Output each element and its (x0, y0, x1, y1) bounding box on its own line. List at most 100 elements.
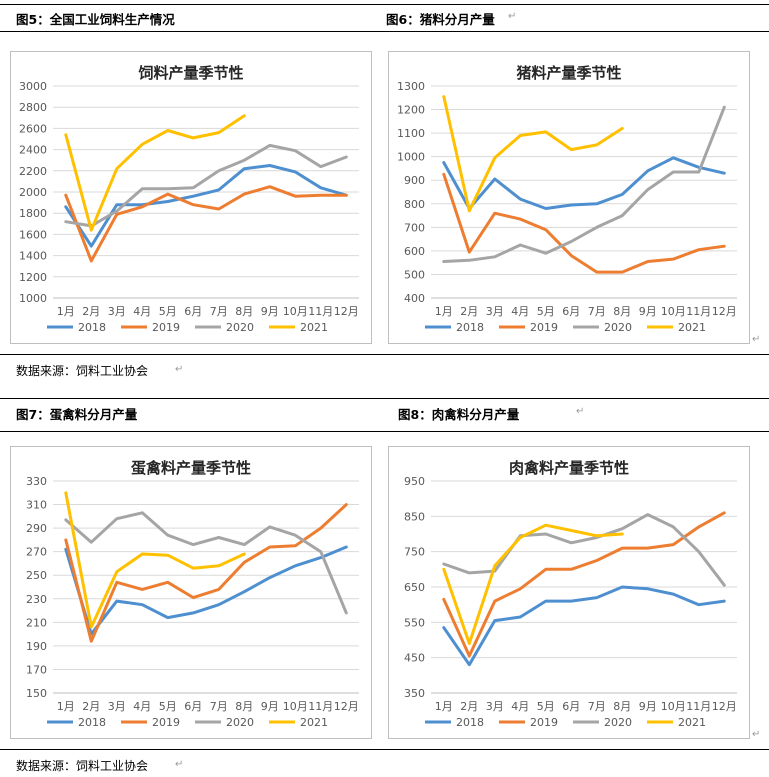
series-line-2019 (442, 172, 726, 274)
x-tick-label: 1月 (57, 700, 75, 713)
figure-caption-5: 图5：全国工业饲料生产情况 (16, 12, 175, 27)
x-tick-label: 3月 (108, 305, 126, 318)
x-tick-label: 4月 (133, 305, 151, 318)
x-tick-label: 11月 (308, 700, 333, 713)
legend-label-2018: 2018 (456, 321, 484, 334)
top-rule (0, 4, 769, 5)
x-tick-label: 5月 (159, 700, 177, 713)
y-tick-label: 700 (404, 221, 425, 234)
x-tick-label: 8月 (613, 700, 631, 713)
data-source-note: 数据来源：饲料工业协会 (16, 364, 149, 378)
x-tick-label: 6月 (562, 305, 580, 318)
chart-pig-feed: 猪料产量季节性 400 500 600 700 800 900 1000 1100 1200 130… (388, 51, 750, 344)
x-tick-label: 1月 (435, 700, 453, 713)
y-tick-label: 650 (404, 581, 425, 594)
x-tick-label: 5月 (537, 700, 555, 713)
data-source-note: 数据来源：饲料工业协会 (16, 759, 149, 773)
x-tick-label: 2月 (460, 700, 478, 713)
y-tick-label: 850 (404, 510, 425, 523)
x-tick-label: 6月 (184, 305, 202, 318)
y-tick-label: 1400 (19, 250, 47, 263)
y-tick-label: 330 (26, 475, 47, 488)
x-tick-label: 9月 (639, 305, 657, 318)
x-tick-label: 10月 (661, 305, 686, 318)
x-tick-label: 10月 (283, 700, 308, 713)
y-tick-label: 250 (26, 569, 47, 582)
y-tick-label: 1000 (397, 151, 425, 164)
figure-caption-7: 图7：蛋禽料分月产量 (16, 407, 138, 422)
x-tick-label: 5月 (159, 305, 177, 318)
y-tick-label: 230 (26, 593, 47, 606)
legend-label-2019: 2019 (152, 321, 180, 334)
x-tick-label: 4月 (511, 305, 529, 318)
series-line-2018 (64, 545, 348, 636)
series-line-2020 (64, 511, 348, 615)
chart-0-svg: 饲料产量季节性 1000 1200 1400 1600 1800 2000 2200 2400 2… (19, 64, 359, 334)
x-tick-label: 2月 (82, 700, 100, 713)
y-tick-label: 400 (404, 292, 425, 305)
y-tick-label: 310 (26, 499, 47, 512)
series-line-2018 (442, 156, 726, 210)
chart-broiler-feed: 肉禽料产量季节性 350 450 550 650 750 850 950 1月 2月 3月 4月 5月 6… (388, 446, 750, 739)
x-tick-label: 11月 (308, 305, 333, 318)
y-tick-label: 800 (404, 198, 425, 211)
series-line-2020 (442, 513, 726, 587)
legend-label-2020: 2020 (226, 716, 254, 729)
x-tick-label: 2月 (460, 305, 478, 318)
legend-label-2020: 2020 (604, 716, 632, 729)
x-tick-label: 3月 (486, 305, 504, 318)
series-line-2019 (442, 511, 726, 658)
x-tick-label: 8月 (613, 305, 631, 318)
legend-label-2021: 2021 (678, 716, 706, 729)
y-tick-label: 290 (26, 522, 47, 535)
y-tick-label: 1200 (397, 104, 425, 117)
source-rule (0, 354, 769, 355)
x-tick-label: 4月 (511, 700, 529, 713)
x-tick-label: 5月 (537, 305, 555, 318)
series-line-2018 (442, 585, 726, 667)
y-tick-label: 950 (404, 475, 425, 488)
x-tick-label: 1月 (435, 305, 453, 318)
paragraph-mark-icon: ↵ (752, 729, 761, 740)
x-tick-label: 11月 (686, 700, 711, 713)
y-tick-label: 190 (26, 640, 47, 653)
x-tick-label: 12月 (334, 700, 359, 713)
y-tick-label: 270 (26, 546, 47, 559)
series-line-2018 (64, 164, 348, 248)
x-tick-label: 6月 (184, 700, 202, 713)
series-line-2019 (64, 185, 348, 263)
legend-label-2021: 2021 (678, 321, 706, 334)
y-tick-label: 550 (404, 616, 425, 629)
x-tick-label: 7月 (210, 700, 228, 713)
series-line-2020 (64, 143, 348, 228)
y-tick-label: 2400 (19, 144, 47, 157)
y-tick-label: 1600 (19, 228, 47, 241)
legend-label-2021: 2021 (300, 716, 328, 729)
y-tick-label: 1800 (19, 207, 47, 220)
chart-feed-output: 饲料产量季节性 1000 1200 1400 1600 1800 2000 2200 2400 2… (10, 51, 372, 344)
chart-title: 蛋禽料产量季节性 (131, 459, 251, 477)
x-tick-label: 7月 (210, 305, 228, 318)
y-tick-label: 1000 (19, 292, 47, 305)
x-tick-label: 2月 (82, 305, 100, 318)
y-tick-label: 2600 (19, 122, 47, 135)
top-rule (0, 398, 769, 399)
series-line-2021 (442, 95, 624, 213)
chart-2-svg: 蛋禽料产量季节性 150 170 190 210 230 250 270 290 310 330 1月… (26, 459, 359, 729)
x-tick-label: 11月 (686, 305, 711, 318)
caption-rule (0, 431, 769, 432)
y-tick-label: 2000 (19, 186, 47, 199)
x-tick-label: 12月 (334, 305, 359, 318)
chart-layer-feed: 蛋禽料产量季节性 150 170 190 210 230 250 270 290 310 330 1月… (10, 446, 372, 739)
y-tick-label: 170 (26, 663, 47, 676)
chart-title: 猪料产量季节性 (515, 64, 621, 82)
legend-label-2019: 2019 (530, 321, 558, 334)
chart-3-svg: 肉禽料产量季节性 350 450 550 650 750 850 950 1月 2月 3月 4月 5月 6… (404, 459, 737, 729)
series-line-2021 (442, 523, 624, 645)
paragraph-mark-icon: ↵ (175, 364, 184, 375)
series-line-2021 (64, 491, 246, 629)
x-tick-label: 3月 (486, 700, 504, 713)
y-tick-label: 350 (404, 687, 425, 700)
x-tick-label: 12月 (712, 305, 737, 318)
x-tick-label: 9月 (261, 700, 279, 713)
